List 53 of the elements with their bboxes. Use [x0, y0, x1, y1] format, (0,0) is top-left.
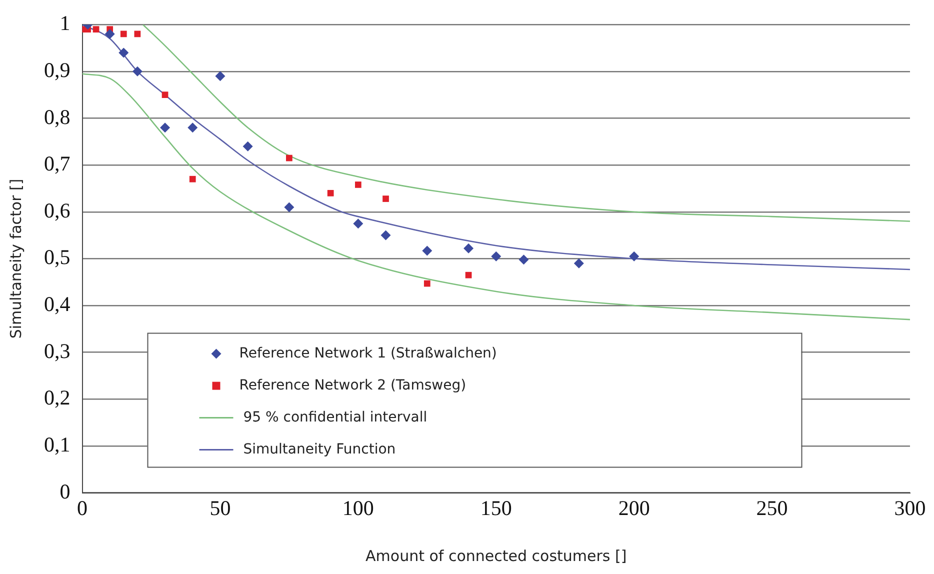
x-tick-label: 100 — [342, 496, 374, 520]
y-tick-label: 0,8 — [44, 104, 70, 129]
x-tick-label: 250 — [756, 496, 788, 520]
point — [574, 258, 584, 268]
y-tick-label: 0,1 — [44, 432, 70, 456]
legend-label: Simultaneity Function — [243, 441, 396, 458]
y-axis-title: Simultaneity factor [] — [6, 178, 25, 339]
point — [160, 122, 170, 133]
y-tick-label: 0,9 — [44, 58, 70, 82]
y-tick-label: 0,7 — [44, 152, 70, 176]
point — [465, 272, 472, 278]
point — [286, 154, 292, 162]
point — [424, 280, 430, 287]
point — [353, 218, 364, 229]
point — [464, 243, 474, 254]
point — [242, 141, 253, 152]
point — [189, 176, 196, 182]
x-axis-title: Amount of connected costumers [] — [366, 546, 627, 565]
x-tick-label: 150 — [480, 496, 512, 520]
line-series — [142, 24, 910, 222]
point — [104, 28, 115, 39]
point — [162, 92, 168, 98]
point — [284, 202, 294, 212]
point — [92, 26, 100, 32]
point — [118, 48, 129, 58]
point — [380, 230, 391, 240]
point — [327, 190, 334, 196]
y-tick-label: 0,5 — [44, 245, 70, 270]
line-series — [82, 73, 910, 320]
y-tick-label: 0,4 — [44, 292, 71, 316]
point — [518, 254, 529, 265]
x-tick-label: 50 — [210, 496, 231, 520]
x-tick-label: 300 — [894, 496, 926, 520]
point — [382, 196, 389, 202]
y-tick-label: 0,2 — [44, 386, 70, 410]
line-series — [82, 24, 910, 270]
y-tick-label: 0 — [60, 479, 70, 504]
x-tick-label: 0 — [77, 496, 88, 520]
point — [120, 30, 127, 38]
point — [422, 246, 432, 256]
point — [354, 182, 362, 188]
y-tick-label: 1 — [60, 11, 70, 36]
point — [629, 251, 640, 262]
point — [132, 66, 142, 76]
legend-label: 95 % confidential intervall — [243, 409, 428, 426]
point — [215, 71, 226, 82]
x-tick-label: 200 — [618, 496, 650, 520]
legend-label: Reference Network 1 (Straßwalchen) — [239, 345, 497, 362]
point — [188, 122, 198, 133]
point — [491, 251, 502, 262]
y-tick-label: 0,6 — [44, 198, 70, 222]
y-tick-label: 0,3 — [44, 338, 70, 363]
legend-label: Reference Network 2 (Tamsweg) — [239, 377, 466, 394]
